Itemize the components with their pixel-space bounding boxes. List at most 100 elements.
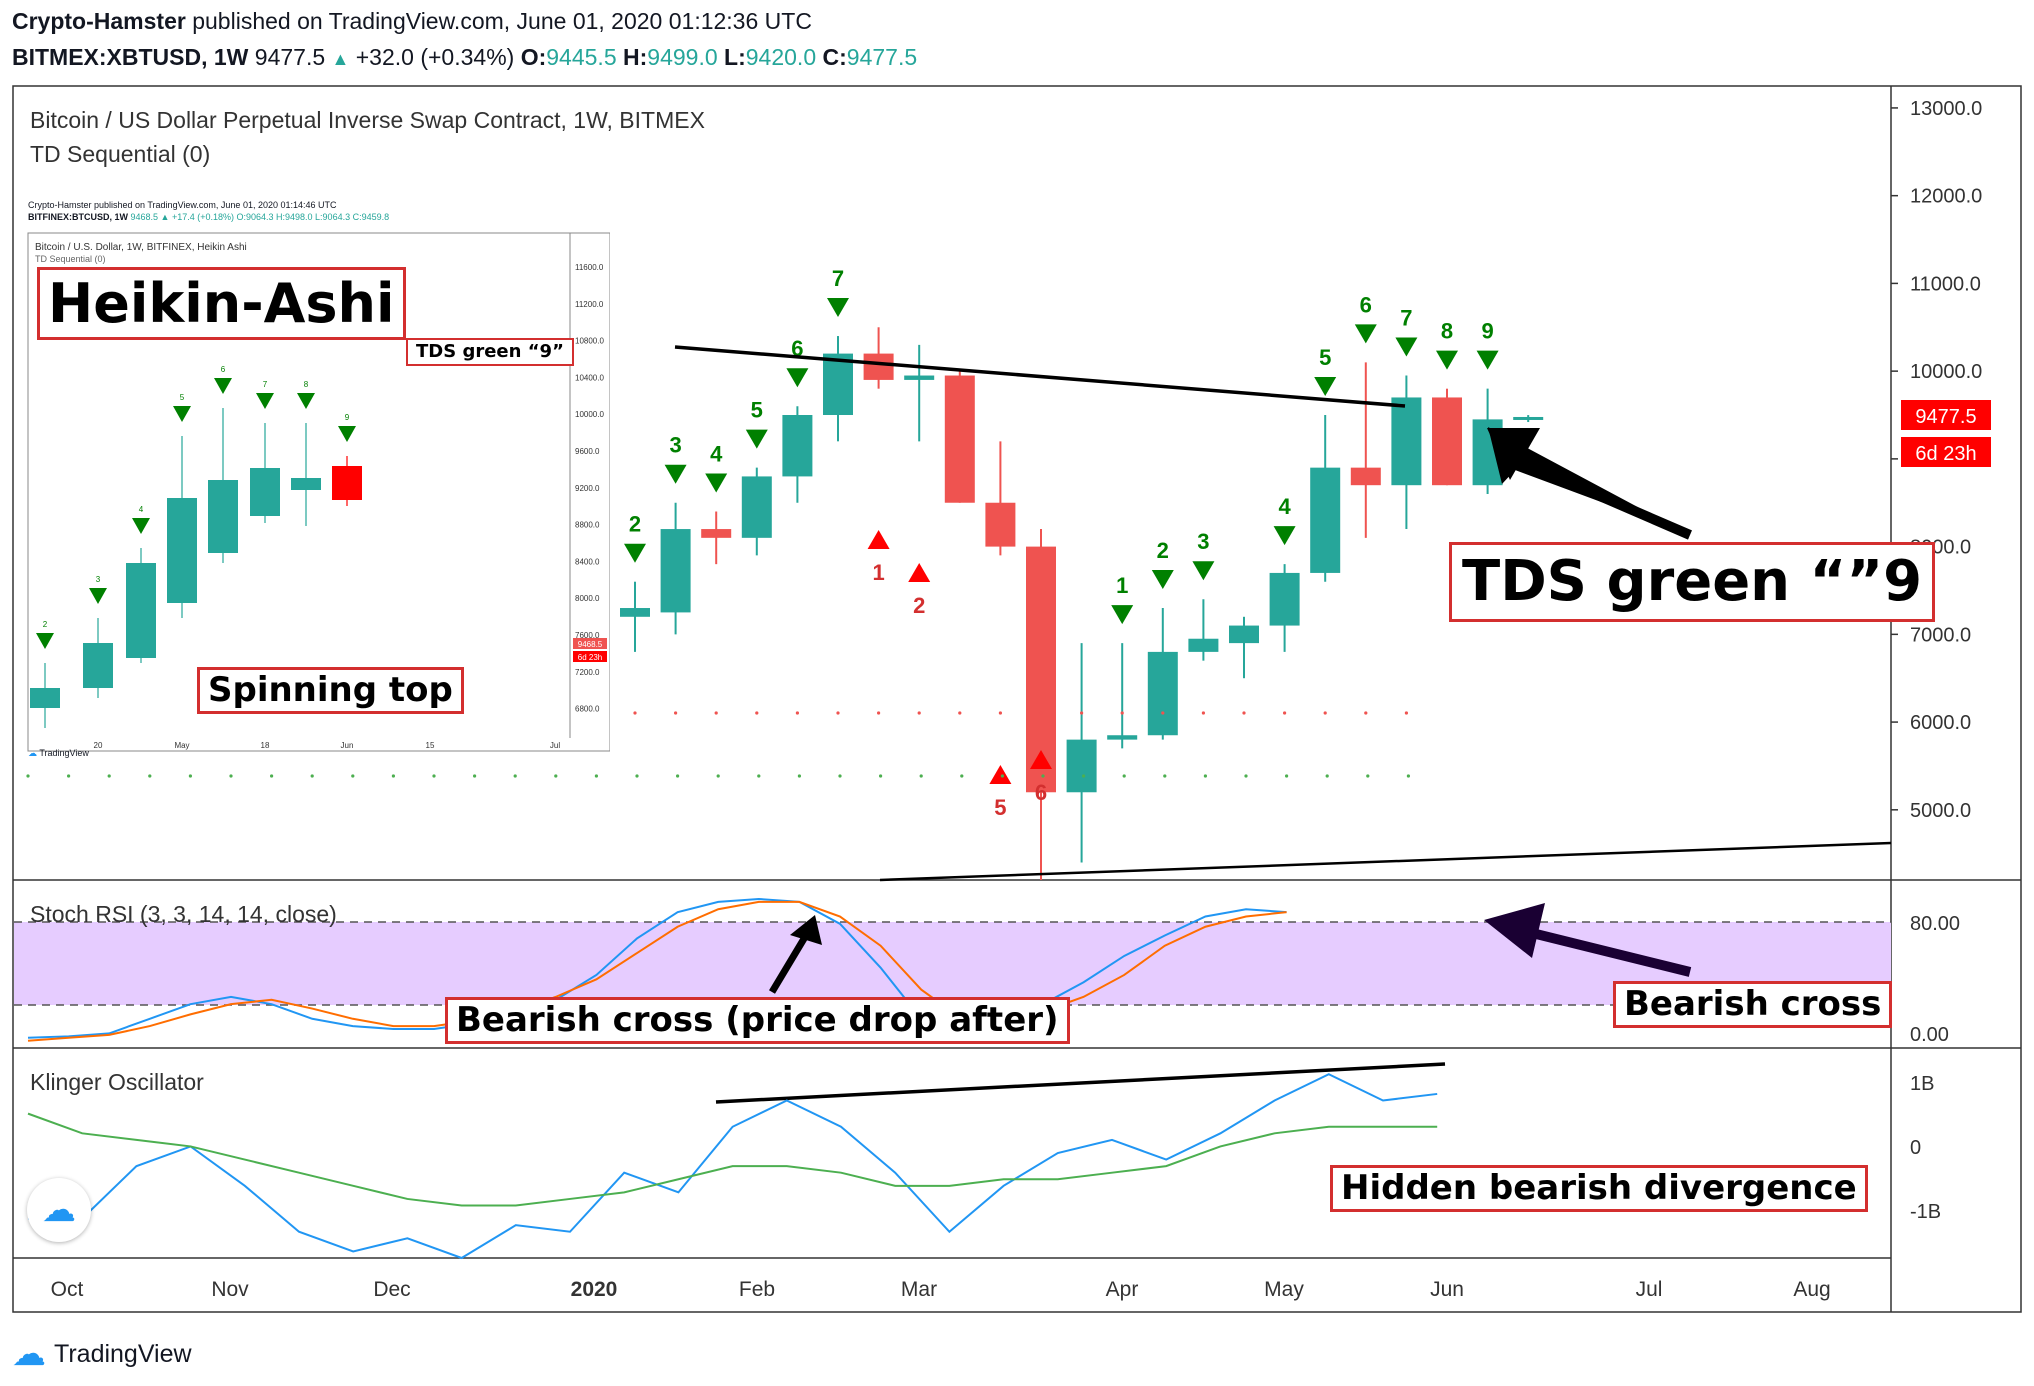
price-label: 9477.5 xyxy=(1915,406,1976,428)
time-axis-label: Nov xyxy=(211,1278,249,1301)
td-green-triangle xyxy=(827,298,849,318)
resistance-dot xyxy=(795,711,800,715)
resistance-trendline xyxy=(674,345,1406,408)
inset-td-triangle xyxy=(256,393,274,409)
inset-candles xyxy=(30,408,362,728)
tds-green-small-label: TDS green “9” xyxy=(406,338,574,366)
klinger-tick-neg1b: -1B xyxy=(1910,1201,1941,1223)
symbol-name[interactable]: BITMEX:XBTUSD, 1W xyxy=(12,44,249,70)
klinger-lines xyxy=(27,1073,1438,1260)
publish-text: published on TradingView.com, June 01, 2… xyxy=(192,8,812,34)
close-value: 9477.5 xyxy=(846,44,918,70)
td-red-count: 1 xyxy=(872,560,884,585)
support-dot xyxy=(1366,774,1370,778)
td-green-count: 7 xyxy=(832,266,844,291)
inset-td-count: 3 xyxy=(96,575,101,584)
inset-price-tick: 7200.0 xyxy=(575,668,600,677)
td-green-triangle xyxy=(1436,350,1458,370)
price-tick-label: 7000.0 xyxy=(1910,624,1971,646)
support-dot xyxy=(432,774,436,778)
support-dot xyxy=(960,774,964,778)
spinning-top-label: Spinning top xyxy=(197,667,464,715)
td-red-count: 2 xyxy=(913,593,925,618)
stoch-rsi-k-line xyxy=(27,897,1287,1039)
support-dot xyxy=(1000,774,1005,778)
candle-body xyxy=(741,476,772,538)
resistance-dot xyxy=(1404,711,1408,715)
td-green-triangle xyxy=(705,473,728,493)
td-green-count: 8 xyxy=(1441,319,1453,344)
stoch-rsi-d-line xyxy=(27,900,1287,1042)
inset-td-triangle xyxy=(173,406,191,422)
candle-body xyxy=(620,608,650,617)
support-dot xyxy=(67,774,71,778)
stoch-rsi-title[interactable]: Stoch RSI (3, 3, 14, 14, close) xyxy=(30,901,337,927)
inset-td-count: 8 xyxy=(304,380,309,389)
resistance-dot xyxy=(755,711,759,715)
support-dot xyxy=(1244,774,1248,778)
resistance-dot xyxy=(998,711,1003,715)
time-axis-label: Mar xyxy=(901,1278,937,1301)
klinger-tick-1b: 1B xyxy=(1910,1073,1934,1095)
resistance-dot xyxy=(633,711,637,715)
low-label: L: xyxy=(724,44,746,70)
support-dot xyxy=(229,774,233,778)
indicator-title[interactable]: TD Sequential (0) xyxy=(30,141,210,167)
author-name[interactable]: Crypto-Hamster xyxy=(12,8,186,34)
candle-body xyxy=(1107,735,1138,740)
price-label-bg xyxy=(1901,400,1991,430)
candle-body xyxy=(660,529,691,613)
inset-price-tick: 8400.0 xyxy=(575,557,600,566)
support-dot xyxy=(635,774,639,778)
td-green-count: 2 xyxy=(629,512,641,537)
support-dot xyxy=(797,774,802,778)
resistance-dot xyxy=(1080,711,1084,715)
time-axis-label: Oct xyxy=(51,1278,84,1301)
footer-brand-text: TradingView xyxy=(54,1339,192,1368)
td-green-count: 9 xyxy=(1481,319,1493,344)
inset-title: Bitcoin / U.S. Dollar, 1W, BITFINEX, Hei… xyxy=(35,242,247,253)
inset-header-1: Crypto-Hamster published on TradingView.… xyxy=(28,200,337,210)
td-green-triangle xyxy=(786,368,809,388)
resistance-dot xyxy=(877,711,881,715)
inset-td-triangle xyxy=(132,518,150,534)
main-chart-title: Bitcoin / US Dollar Perpetual Inverse Sw… xyxy=(30,107,705,133)
bearish-cross-arrow-shaft xyxy=(1518,925,1692,977)
candle-body xyxy=(1147,651,1178,736)
td-green-count: 4 xyxy=(710,442,723,467)
klinger-tick-0: 0 xyxy=(1910,1137,1921,1159)
inset-time-axis: 20 May 18 Jun 15 Jul xyxy=(94,741,561,750)
support-dot xyxy=(1122,774,1126,778)
resistance-dot xyxy=(917,711,921,715)
countdown-label: 6d 23h xyxy=(1915,443,1976,465)
support-dot xyxy=(310,774,314,778)
time-axis[interactable]: Oct Nov Dec 2020 Feb Mar Apr May Jun Jul Aug xyxy=(51,1278,1831,1301)
support-dot xyxy=(676,774,680,778)
time-axis-label: Jun xyxy=(1430,1278,1464,1301)
td-green-triangle xyxy=(1395,337,1418,357)
td-green-triangle xyxy=(745,429,768,449)
time-axis-label: May xyxy=(1264,1278,1304,1301)
td-green-count: 4 xyxy=(1278,494,1291,519)
tds-arrow-head xyxy=(1487,428,1540,480)
candle-body xyxy=(1391,397,1422,486)
inset-cloud-icon: ☁ xyxy=(28,748,37,758)
td-green-count: 3 xyxy=(1197,529,1209,554)
support-dot xyxy=(1406,774,1410,778)
td-green-triangle xyxy=(1273,526,1296,546)
klinger-title[interactable]: Klinger Oscillator xyxy=(30,1069,204,1095)
inset-candle-body xyxy=(167,498,197,603)
inset-candle-body xyxy=(30,688,60,708)
last-price: 9477.5 xyxy=(254,44,326,70)
inset-price-tick: 10800.0 xyxy=(575,337,604,346)
footer-brand[interactable]: ☁ TradingView xyxy=(12,1334,192,1374)
chart-logo-button[interactable]: ☁ xyxy=(27,1178,91,1242)
cloud-icon: ☁ xyxy=(42,1191,76,1229)
support-dot xyxy=(473,774,477,778)
td-green-triangle xyxy=(1111,605,1134,625)
resistance-dot xyxy=(1161,711,1165,715)
inset-price-tick: 11600.0 xyxy=(575,263,604,272)
inset-td-triangle xyxy=(89,588,107,604)
